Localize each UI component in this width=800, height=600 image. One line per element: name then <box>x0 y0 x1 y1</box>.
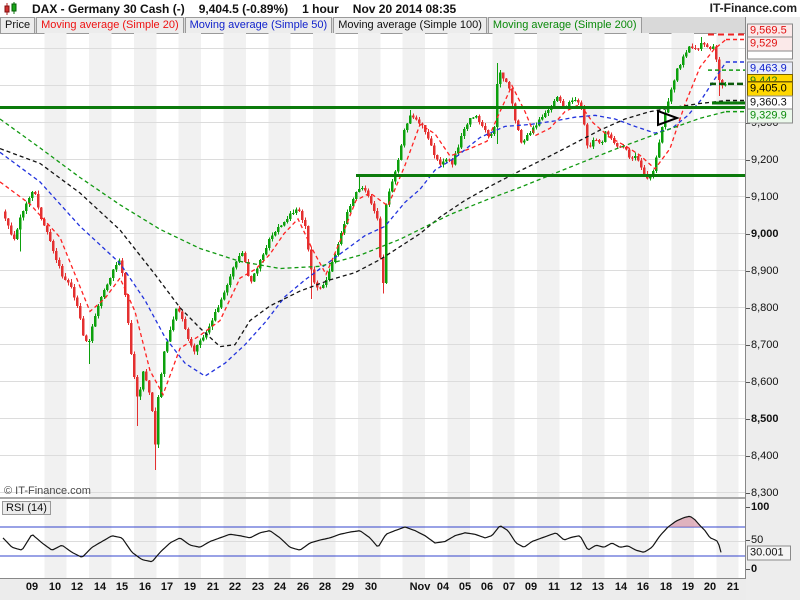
x-axis-label: 19 <box>681 581 695 593</box>
price-tick-mark <box>746 308 750 309</box>
x-axis-label: 04 <box>436 581 450 593</box>
watermark: © IT-Finance.com <box>4 485 91 497</box>
x-axis-label: 15 <box>115 581 129 593</box>
x-axis-label: 13 <box>591 581 605 593</box>
x-axis-label: 22 <box>228 581 242 593</box>
price-tick-mark <box>746 382 750 383</box>
price-tick-mark <box>746 493 750 494</box>
x-axis-label: 06 <box>480 581 494 593</box>
legend-tab-moving-average-2[interactable]: Moving average (Simple 50) <box>184 17 333 33</box>
last-price-change: 9,404.5 (-0.89%) <box>198 1 289 16</box>
rsi-indicator-pane[interactable] <box>0 499 745 578</box>
price-tick-label: 8,600 <box>751 376 779 388</box>
price-tick-label: 8,500 <box>751 413 779 425</box>
x-axis-label: 09 <box>524 581 538 593</box>
price-tick-mark <box>746 197 750 198</box>
x-axis-label: 18 <box>659 581 673 593</box>
price-level-chip: 9,405.0 <box>747 81 793 97</box>
price-tick-label: 8,300 <box>751 487 779 499</box>
rsi-tick-label: 0 <box>751 563 758 575</box>
x-axis-label: 12 <box>569 581 583 593</box>
price-level-chip: 9,529 <box>747 36 793 52</box>
x-axis-label: 14 <box>93 581 107 593</box>
x-axis-label: 20 <box>703 581 717 593</box>
pane-divider[interactable] <box>0 497 745 499</box>
price-tick-mark <box>746 160 750 161</box>
rsi-value-chip: 30.001 <box>747 545 791 561</box>
price-tick-label: 9,200 <box>751 154 779 166</box>
x-axis-label: 16 <box>138 581 152 593</box>
legend-tab-price[interactable]: Price <box>0 17 36 33</box>
price-tick-label: 8,900 <box>751 265 779 277</box>
price-chart-pane[interactable] <box>0 33 745 497</box>
x-axis-label: 19 <box>183 581 197 593</box>
price-tick-label: 8,700 <box>751 339 779 351</box>
price-tick-mark <box>746 419 750 420</box>
x-axis-label: Nov <box>409 581 431 593</box>
x-axis-label: 29 <box>341 581 355 593</box>
rsi-tick-label: 50 <box>751 534 764 546</box>
timeframe-label: 1 hour <box>302 1 339 16</box>
x-axis-label: 07 <box>502 581 516 593</box>
price-tick-mark <box>746 271 750 272</box>
rsi-panel-label[interactable]: RSI (14) <box>2 501 51 515</box>
x-axis-label: 17 <box>160 581 174 593</box>
axis-corner <box>746 578 800 600</box>
x-axis-label: 05 <box>458 581 472 593</box>
symbol-title: DAX - Germany 30 Cash (-) <box>32 1 185 16</box>
rsi-tick-label: 100 <box>751 501 770 513</box>
price-tick-label: 8,800 <box>751 302 779 314</box>
x-axis-label: 14 <box>614 581 628 593</box>
rsi-tick-mark <box>746 540 750 541</box>
x-axis-label: 21 <box>206 581 220 593</box>
x-axis-label: 16 <box>636 581 650 593</box>
x-axis-label: 26 <box>296 581 310 593</box>
x-axis-label: 23 <box>251 581 265 593</box>
legend-tab-moving-average-1[interactable]: Moving average (Simple 20) <box>36 17 184 33</box>
time-axis[interactable] <box>0 578 746 600</box>
candlestick-icon <box>3 1 18 16</box>
price-tick-mark <box>746 123 750 124</box>
title-bar: DAX - Germany 30 Cash (-) 9,404.5 (-0.89… <box>0 0 800 18</box>
price-tick-label: 9,000 <box>751 228 779 240</box>
x-axis-label: 09 <box>25 581 39 593</box>
rsi-tick-mark <box>746 569 750 570</box>
x-axis-label: 12 <box>70 581 84 593</box>
indicator-legend-bar: Price Moving average (Simple 20) Moving av… <box>0 17 745 34</box>
x-axis-label: 11 <box>548 581 560 593</box>
x-axis-label: 21 <box>726 581 740 593</box>
brand-logo-text: IT-Finance.com <box>709 1 797 15</box>
x-axis-label: 24 <box>273 581 287 593</box>
price-level-chip: 9,360.3 <box>747 95 793 111</box>
price-level-chip: 9,329.9 <box>747 108 793 124</box>
price-tick-label: 9,100 <box>751 191 779 203</box>
rsi-tick-mark <box>746 507 750 508</box>
price-level-chip <box>747 50 793 60</box>
price-tick-mark <box>746 234 750 235</box>
datetime-label: Nov 20 2014 08:35 <box>352 1 457 16</box>
x-axis-label: 10 <box>48 581 62 593</box>
price-tick-label: 8,400 <box>751 450 779 462</box>
legend-tab-moving-average-3[interactable]: Moving average (Simple 100) <box>333 17 487 33</box>
price-tick-mark <box>746 456 750 457</box>
legend-tab-moving-average-4[interactable]: Moving average (Simple 200) <box>487 17 642 33</box>
x-axis-label: 28 <box>318 581 332 593</box>
price-tick-mark <box>746 345 750 346</box>
x-axis-label: 30 <box>364 581 378 593</box>
